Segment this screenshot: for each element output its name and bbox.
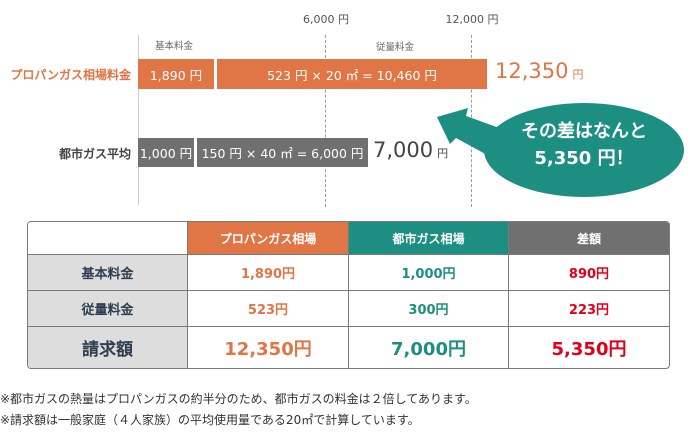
row-label-billed-amount: 請求額 [28,327,188,368]
callout-bubble-icon [437,103,684,197]
gridline-6000 [325,35,326,207]
bar-city-base: 1,000 円 [138,138,194,167]
y-axis-line [138,35,139,205]
callout-line-2: 5,350 円！ [534,148,634,169]
bar-propane-usage: 523 円 × 20 ㎡ = 10,460 円 [217,59,487,89]
cell-diff-usage: 223円 [509,291,669,327]
total-propane-value: 12,350 [495,59,569,83]
row-label-base-fee: 基本料金 [28,255,188,291]
total-city-value: 7,000 [373,138,434,162]
cell-propane-usage: 523円 [188,291,349,327]
cell-city-base: 1,000円 [349,255,509,291]
comparison-table: プロパンガス相場 都市ガス相場 差額 基本料金 1,890円 1,000円 89… [27,221,670,369]
cell-diff-base: 890円 [509,255,669,291]
total-city: 7,000 円 [373,138,448,162]
row-label-usage-fee: 従量料金 [28,291,188,327]
callout-line-1: その差はなんと [521,121,647,142]
base-fee-label: 基本料金 [155,41,194,52]
total-propane: 12,350 円 [495,59,583,83]
header-difference: 差額 [509,222,669,255]
total-city-unit: 円 [437,147,449,160]
header-propane: プロパンガス相場 [188,222,349,255]
footnote-2: ※請求額は一般家庭（４人家族）の平均使用量である20㎡で計算しています。 [0,413,420,427]
header-blank [28,222,188,255]
cell-propane-base: 1,890円 [188,255,349,291]
bar-propane-base: 1,890 円 [138,59,214,89]
table-row: 請求額 12,350円 7,000円 5,350円 [28,327,669,368]
cell-diff-total: 5,350円 [551,338,627,360]
tick-label-6000: 6,000 円 [303,13,349,26]
tick-label-12000: 12,000 円 [445,13,499,26]
header-city-gas: 都市ガス相場 [349,222,509,255]
table-row: 基本料金 1,890円 1,000円 890円 [28,255,669,291]
comparison-table-wrapper: プロパンガス相場 都市ガス相場 差額 基本料金 1,890円 1,000円 89… [27,221,670,369]
footnote-1: ※都市ガスの熱量はプロパンガスの約半分のため、都市ガスの料金は２倍してあります。 [0,392,477,406]
row-label-city: 都市ガス平均 [58,147,131,161]
total-propane-unit: 円 [572,68,584,81]
bar-city-usage: 150 円 × 40 ㎡ = 6,000 円 [197,138,368,167]
usage-fee-label: 従量料金 [376,42,415,53]
table-row: 従量料金 523円 300円 223円 [28,291,669,327]
row-label-propane: プロパンガス相場料金 [10,68,131,82]
cell-propane-total: 12,350円 [188,327,349,368]
cell-city-total: 7,000円 [349,327,509,368]
cell-city-usage: 300円 [349,291,509,327]
callout-text: その差はなんと 5,350 円！ [484,118,684,172]
